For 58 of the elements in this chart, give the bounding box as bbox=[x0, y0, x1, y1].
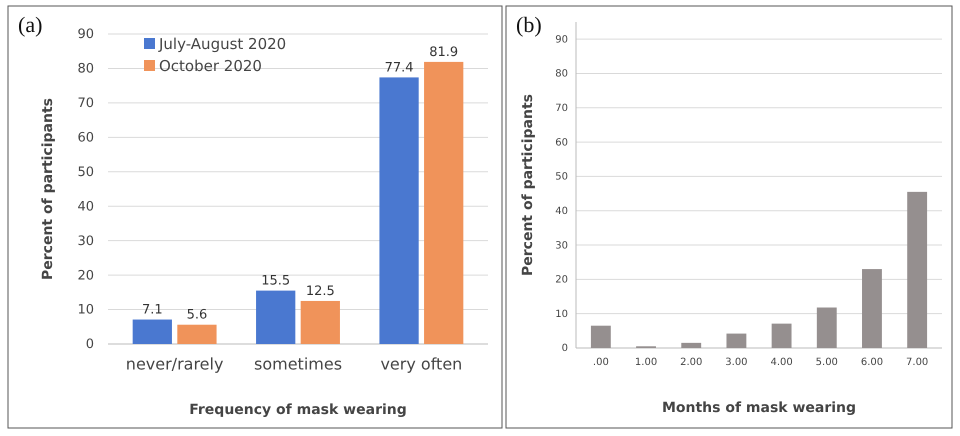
data-label: 81.9 bbox=[429, 44, 458, 60]
y-tick-label: 70 bbox=[555, 102, 568, 114]
bar bbox=[816, 308, 837, 348]
y-tick-label: 0 bbox=[86, 337, 94, 352]
legend-label: October 2020 bbox=[159, 57, 262, 75]
bar bbox=[681, 342, 702, 348]
y-tick-label: 10 bbox=[555, 308, 568, 320]
y-tick-label: 60 bbox=[77, 130, 94, 146]
bar bbox=[726, 334, 746, 348]
x-tick-label: 6.00 bbox=[860, 357, 884, 368]
y-tick-label: 90 bbox=[555, 34, 568, 46]
bar bbox=[256, 290, 296, 344]
x-tick-label: 7.00 bbox=[906, 357, 928, 368]
data-label: 7.1 bbox=[142, 302, 163, 318]
text: (b) bbox=[516, 12, 542, 37]
y-tick-label: 30 bbox=[555, 240, 568, 252]
legend-label: July-August 2020 bbox=[158, 35, 286, 53]
y-tick-label: 60 bbox=[555, 137, 568, 148]
y-tick-label: 40 bbox=[555, 206, 568, 217]
y-tick-label: 50 bbox=[77, 164, 94, 180]
y-tick-label: 20 bbox=[555, 274, 568, 286]
data-label: 12.5 bbox=[306, 284, 335, 299]
bar bbox=[300, 300, 340, 344]
y-tick-label: 80 bbox=[77, 62, 94, 77]
bar bbox=[772, 324, 792, 348]
data-label: 15.5 bbox=[261, 274, 290, 289]
x-tick-label: 1.00 bbox=[634, 357, 658, 368]
y-tick-label: 0 bbox=[562, 343, 568, 354]
bar bbox=[590, 326, 611, 348]
x-tick-label: 2.00 bbox=[680, 357, 702, 368]
y-tick-label: 40 bbox=[77, 199, 94, 214]
data-label: 77.4 bbox=[384, 60, 414, 76]
y-tick-label: 90 bbox=[77, 27, 94, 42]
bar bbox=[177, 324, 217, 344]
x-axis-title: Months of mask wearing bbox=[662, 400, 856, 416]
x-tick-label: .00 bbox=[592, 357, 609, 368]
y-tick-label: 10 bbox=[77, 302, 94, 318]
y-tick-label: 50 bbox=[555, 172, 568, 183]
bar bbox=[907, 192, 928, 348]
x-tick-label: very often bbox=[380, 354, 462, 374]
y-axis-title: Percent of participants bbox=[40, 98, 56, 280]
bar bbox=[862, 269, 882, 348]
y-tick-label: 80 bbox=[555, 68, 568, 80]
y-axis-title: Percent of participants bbox=[520, 94, 536, 276]
y-tick-label: 30 bbox=[77, 234, 94, 249]
x-tick-label: sometimes bbox=[254, 354, 342, 374]
bar bbox=[132, 320, 172, 344]
x-tick-label: 3.00 bbox=[725, 357, 748, 368]
y-tick-label: 70 bbox=[77, 96, 94, 112]
y-tick-label: 20 bbox=[77, 268, 94, 284]
x-tick-label: 5.00 bbox=[816, 357, 838, 368]
bar bbox=[424, 62, 464, 344]
x-tick-label: never/rarely bbox=[126, 354, 224, 374]
x-axis-title: Frequency of mask wearing bbox=[189, 402, 407, 418]
text: (a) bbox=[18, 12, 42, 37]
bar bbox=[379, 77, 419, 344]
x-tick-label: 4.00 bbox=[770, 357, 793, 368]
data-label: 5.6 bbox=[186, 308, 208, 323]
